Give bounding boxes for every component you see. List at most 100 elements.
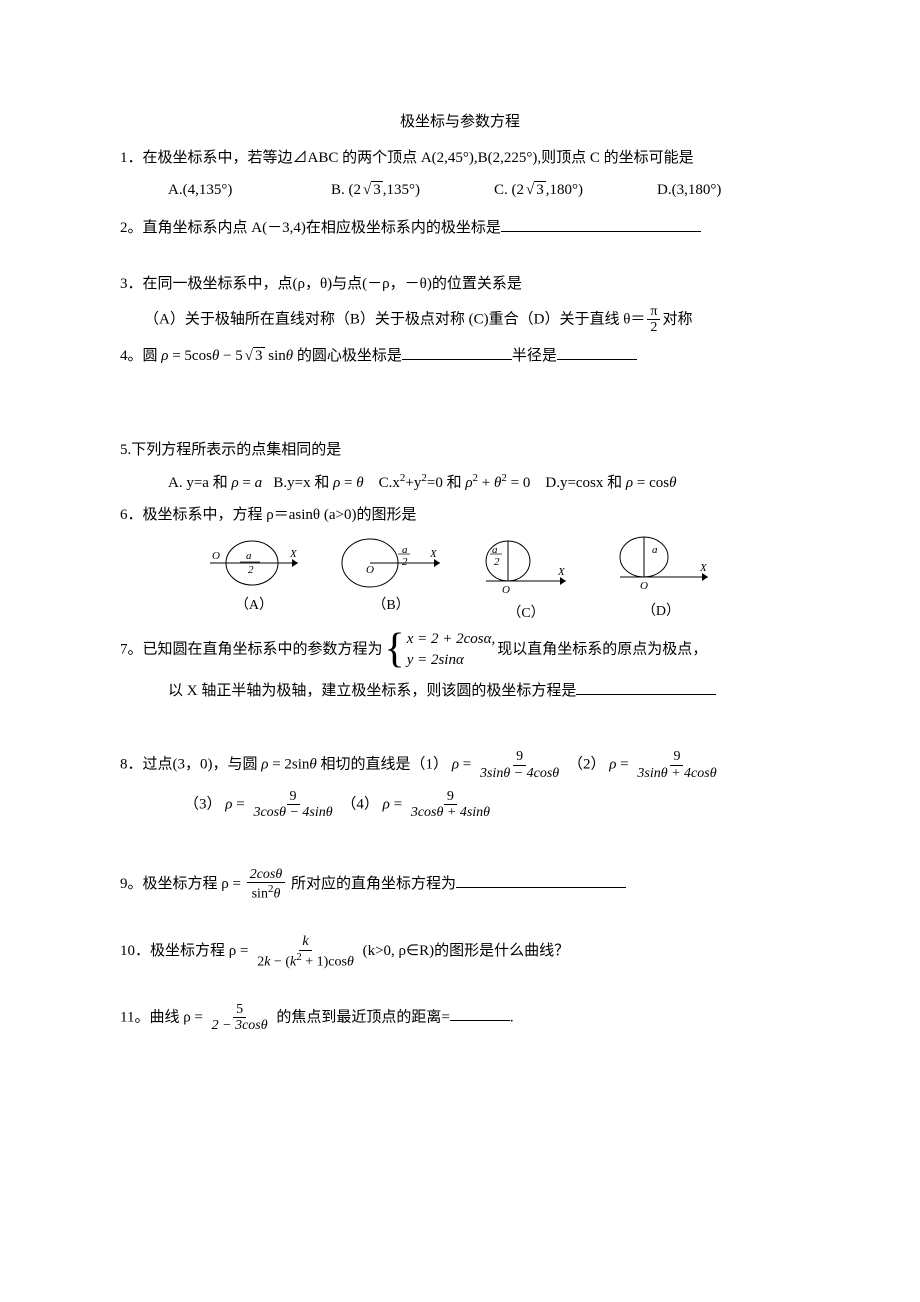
q11-blank	[450, 1006, 510, 1021]
fig-b: O a 2 X （B）	[336, 535, 446, 625]
q5-text: 5.下列方程所表示的点集相同的是	[120, 438, 800, 462]
q11-frac: 52 − 3cosθ	[209, 1002, 271, 1034]
q11-post: 的焦点到最近顶点的距离=	[273, 1009, 450, 1025]
fig-c: a 2 O X （C）	[478, 535, 574, 625]
q9-post: 所对应的直角坐标方程为	[287, 876, 456, 892]
q8-f1d: 3sinθ − 4cosθ	[477, 766, 562, 781]
q8-f4: 93cosθ + 4sinθ	[408, 789, 493, 821]
brace-icon: {	[385, 635, 405, 664]
fig-b-svg: O a 2 X	[336, 535, 446, 591]
q1-text: 1．在极坐标系中，若等边⊿ABC 的两个顶点 A(2,45°),B(2,225°…	[120, 146, 800, 170]
q1-opt-b: B. (23,135°)	[331, 178, 474, 202]
q4-text: 4。圆 ρ = 5cosθ − 53 sinθ 的圆心极坐标是半径是	[120, 344, 800, 368]
q7-l2: 以 X 轴正半轴为极轴，建立极坐标系，则该圆的极坐标方程是	[168, 683, 576, 699]
q3-options: （A）关于极轴所在直线对称（B）关于极点对称 (C)重合（D）关于直线 θ＝π2…	[120, 304, 800, 336]
q9-blank	[456, 873, 626, 888]
q8-m2: （3）	[184, 796, 222, 812]
q5-opt-b: B.y=x 和 ρ = θ	[273, 475, 363, 491]
fig-a: O a 2 X （A）	[204, 535, 304, 625]
svg-text:2: 2	[248, 564, 254, 576]
fig-c-cap: （C）	[507, 603, 544, 625]
q7-line2: 以 X 轴正半轴为极轴，建立极坐标系，则该圆的极坐标方程是	[120, 679, 800, 703]
fig-a-cap: （A）	[235, 595, 273, 617]
svg-text:O: O	[366, 564, 374, 576]
q7-blank	[576, 680, 716, 695]
fig-a-svg: O a 2 X	[204, 535, 304, 591]
fig-c-svg: a 2 O X	[478, 535, 574, 599]
q10-text: 10．极坐标方程 ρ = k2k − (k2 + 1)cosθ (k>0, ρ∈…	[120, 934, 800, 969]
q8-f2: 93sinθ + 4cosθ	[634, 749, 719, 781]
q1-options: A.(4,135°) B. (23,135°) C. (23,180°) D.(…	[120, 178, 800, 202]
q3-frac: π2	[647, 304, 660, 336]
q5-opt-d: D.y=cosx 和 ρ = cosθ	[545, 475, 676, 491]
q9-pre: 9。极坐标方程 ρ =	[120, 876, 245, 892]
fig-d-svg: a O X	[606, 535, 716, 597]
svg-text:O: O	[502, 584, 510, 596]
q10-n: k	[299, 934, 311, 950]
q8-f3n: 9	[287, 789, 300, 805]
q8-f4n: 9	[444, 789, 457, 805]
q3-opt-d-tail: 对称	[662, 311, 692, 327]
q3-opt-a: （A）关于极轴所在直线对称	[144, 311, 335, 327]
q10-post: (k>0, ρ∈R)的图形是什么曲线？	[359, 943, 569, 959]
q3-frac-den: 2	[647, 320, 660, 335]
q8-f4d: 3cosθ + 4sinθ	[408, 805, 493, 820]
q1-opt-a: A.(4,135°)	[168, 178, 311, 202]
q6-figrow: O a 2 X （A） O a 2 X （B） a 2 O	[120, 535, 800, 625]
q3-frac-num: π	[647, 304, 660, 320]
q10-frac: k2k − (k2 + 1)cosθ	[254, 934, 357, 969]
svg-text:2: 2	[402, 556, 408, 568]
svg-text:X: X	[289, 548, 298, 560]
fig-d: a O X （D）	[606, 535, 716, 625]
svg-text:X: X	[429, 548, 438, 560]
svg-text:a: a	[246, 550, 252, 562]
q10-pre: 10．极坐标方程 ρ =	[120, 943, 252, 959]
q3-opt-b: （B）关于极点对称	[335, 311, 465, 327]
svg-text:X: X	[699, 562, 708, 574]
q2-body: 2。直角坐标系内点 A(－3,4)在相应极坐标系内的极坐标是	[120, 220, 501, 236]
doc-title: 极坐标与参数方程	[120, 110, 800, 134]
q6-text: 6．极坐标系中，方程 ρ＝asinθ (a>0)的图形是	[120, 503, 800, 527]
q8-f2d: 3sinθ + 4cosθ	[634, 766, 719, 781]
q7-pre: 7。已知圆在直角坐标系中的参数方程为	[120, 642, 383, 658]
q9-d: sin2θ	[249, 883, 284, 902]
q8-f3: 93cosθ − 4sinθ	[250, 789, 335, 821]
q2-blank	[501, 217, 701, 232]
q8-f3d: 3cosθ − 4sinθ	[250, 805, 335, 820]
q8-f1: 93sinθ − 4cosθ	[477, 749, 562, 781]
q9-text: 9。极坐标方程 ρ = 2cosθsin2θ 所对应的直角坐标方程为	[120, 867, 800, 902]
svg-text:a: a	[652, 544, 658, 556]
q11-d: 2 − 3cosθ	[209, 1018, 271, 1033]
q8-line1: 8．过点(3，0)，与圆 ρ = 2sinθ 相切的直线是（1） ρ = 93s…	[120, 749, 800, 781]
q4-blank2	[557, 345, 637, 360]
q10-d: 2k − (k2 + 1)cosθ	[254, 951, 357, 970]
q11-tail: .	[510, 1009, 514, 1025]
svg-text:X: X	[557, 566, 566, 578]
fig-d-cap: （D）	[642, 601, 680, 623]
q11-pre: 11。曲线 ρ =	[120, 1009, 207, 1025]
q3-opt-d-pre: （D）关于直线 θ＝	[519, 311, 646, 327]
q8-m3: （4）	[341, 796, 379, 812]
q8-m1: （2）	[568, 757, 606, 773]
fig-b-cap: （B）	[372, 595, 409, 617]
q2-text: 2。直角坐标系内点 A(－3,4)在相应极坐标系内的极坐标是	[120, 216, 800, 240]
q3-text: 3．在同一极坐标系中，点(ρ，θ)与点(－ρ，－θ)的位置关系是	[120, 272, 800, 296]
q8-f1n: 9	[513, 749, 526, 765]
q11-text: 11。曲线 ρ = 52 − 3cosθ 的焦点到最近顶点的距离=.	[120, 1002, 800, 1034]
q11-n: 5	[233, 1002, 246, 1018]
q4-mid: 半径是	[512, 348, 557, 364]
q7-eq1: x = 2 + 2cosα,	[407, 629, 496, 650]
q1-opt-c: C. (23,180°)	[494, 178, 637, 202]
q5-opt-a: A. y=a 和 ρ = a	[168, 475, 262, 491]
q9-n: 2cosθ	[247, 867, 286, 883]
svg-text:2: 2	[494, 556, 500, 568]
q9-frac: 2cosθsin2θ	[247, 867, 286, 902]
q8-f2n: 9	[670, 749, 683, 765]
q7-line1: 7。已知圆在直角坐标系中的参数方程为{x = 2 + 2cosα,y = 2si…	[120, 629, 800, 671]
q7-brace: {x = 2 + 2cosα,y = 2sinα	[385, 629, 496, 671]
q5-opt-c: C.x2+y2=0 和 ρ2 + θ2 = 0	[379, 475, 531, 491]
q7-eq2: y = 2sinα	[407, 650, 496, 671]
q8-line2: （3） ρ = 93cosθ − 4sinθ （4） ρ = 93cosθ + …	[120, 789, 800, 821]
q3-opt-c: (C)重合	[465, 311, 519, 327]
svg-text:O: O	[212, 550, 220, 562]
